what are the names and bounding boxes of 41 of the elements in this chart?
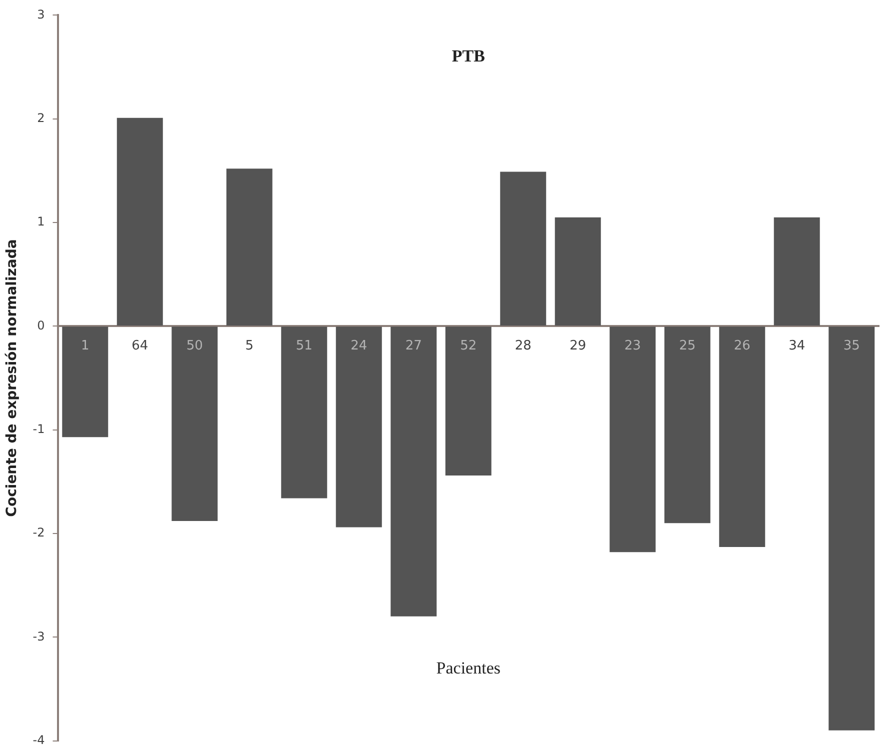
bar xyxy=(500,172,546,326)
y-tick-label: 3 xyxy=(37,7,45,22)
x-tick-label: 27 xyxy=(405,338,422,354)
x-tick-label: 34 xyxy=(788,338,806,354)
bar xyxy=(116,118,163,326)
bar xyxy=(172,326,218,522)
bar xyxy=(664,326,710,524)
x-tick-label: 23 xyxy=(624,338,641,354)
x-tick-label: 5 xyxy=(245,338,254,354)
x-tick-label: 64 xyxy=(132,338,148,354)
bar xyxy=(62,326,108,438)
y-tick-label: 2 xyxy=(37,110,45,125)
x-tick-label: 29 xyxy=(570,338,586,354)
x-tick-label: 28 xyxy=(514,338,532,354)
bar xyxy=(828,326,875,730)
x-tick-label: 25 xyxy=(679,338,696,354)
x-tick-label: 26 xyxy=(734,338,750,354)
bar xyxy=(226,168,272,326)
bar xyxy=(774,217,820,326)
bar xyxy=(336,326,382,528)
bar xyxy=(610,326,656,552)
bar xyxy=(719,326,766,547)
x-tick-label: 52 xyxy=(460,338,477,354)
y-tick-label: -2 xyxy=(32,526,45,540)
bar xyxy=(554,217,601,326)
bar xyxy=(281,326,328,498)
x-tick-label: 24 xyxy=(350,338,368,354)
bar xyxy=(445,326,492,476)
x-tick-label: 35 xyxy=(843,338,860,354)
bar xyxy=(390,326,437,616)
y-tick-label: 1 xyxy=(37,214,45,229)
y-tick-label: 0 xyxy=(37,318,45,332)
x-tick-label: 1 xyxy=(81,338,90,354)
y-axis-title: Cociente de expresión normalizada xyxy=(4,239,20,517)
y-tick-label: -3 xyxy=(32,629,45,644)
text: PTB xyxy=(452,46,485,66)
y-tick-label: -1 xyxy=(32,422,45,436)
x-axis-title: Pacientes xyxy=(436,658,500,678)
y-tick-label: -4 xyxy=(32,732,45,747)
x-tick-label: 50 xyxy=(186,338,203,354)
x-tick-label: 51 xyxy=(296,338,312,354)
